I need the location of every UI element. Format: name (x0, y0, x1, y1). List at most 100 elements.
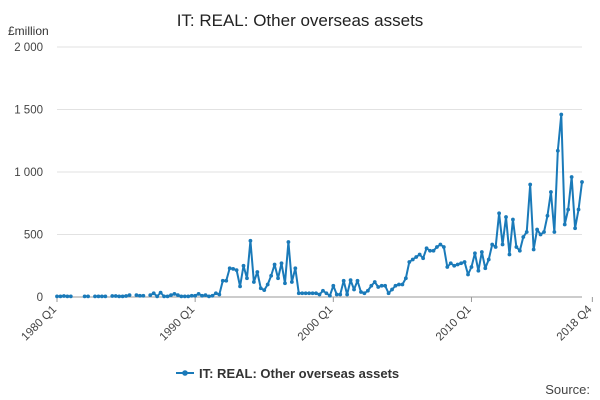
data-point (262, 288, 267, 293)
data-point (511, 217, 515, 222)
data-point (455, 262, 460, 267)
data-point (410, 257, 415, 262)
data-point (476, 268, 481, 273)
data-point (276, 276, 280, 281)
data-point (407, 260, 412, 264)
data-point (193, 293, 198, 298)
data-point (265, 282, 270, 287)
data-point (127, 293, 132, 298)
x-tick-label: 2000 Q1 (296, 304, 336, 344)
data-point (531, 247, 536, 252)
data-point (535, 227, 539, 232)
data-point (552, 230, 557, 234)
data-point (207, 294, 211, 299)
data-point (390, 287, 394, 292)
data-point (251, 280, 256, 284)
data-point (155, 294, 160, 299)
data-point (141, 293, 146, 298)
data-point (483, 266, 488, 271)
data-point (538, 232, 543, 237)
data-point (462, 260, 467, 264)
data-point (93, 294, 97, 299)
data-point (103, 294, 108, 299)
data-point (65, 294, 70, 299)
data-point (62, 294, 66, 298)
data-point (158, 290, 163, 295)
data-point (424, 246, 429, 251)
data-point (331, 283, 336, 288)
data-point (517, 248, 522, 253)
data-point (414, 255, 419, 259)
data-point (379, 283, 384, 288)
data-point (549, 190, 553, 194)
data-point (566, 207, 571, 212)
legend-marker (182, 370, 188, 376)
data-point (303, 291, 308, 296)
data-point (559, 112, 564, 117)
y-tick-label: 0 (37, 292, 43, 304)
y-tick-label: 1 000 (14, 167, 43, 179)
data-point (289, 280, 294, 284)
data-point (569, 175, 574, 179)
data-point (224, 278, 229, 283)
data-point (348, 278, 353, 283)
data-point (286, 240, 291, 244)
data-point (327, 293, 332, 298)
data-point (473, 251, 477, 256)
data-point (300, 291, 305, 296)
data-point (459, 261, 464, 266)
data-point (296, 291, 301, 296)
data-point (113, 294, 118, 298)
data-point (220, 278, 225, 283)
data-point (542, 230, 546, 234)
data-point (438, 242, 443, 247)
data-point (504, 215, 508, 219)
data-point (82, 294, 87, 299)
data-point (452, 263, 457, 268)
source-label: Source: (545, 382, 590, 397)
data-point (369, 283, 374, 288)
data-point (362, 291, 367, 296)
data-point (576, 207, 581, 212)
legend[interactable]: IT: REAL: Other overseas assets (176, 366, 399, 381)
data-point (231, 266, 236, 271)
data-point (324, 291, 329, 296)
data-point (203, 293, 208, 298)
data-point (341, 278, 346, 283)
data-point (245, 276, 249, 281)
data-point (210, 293, 215, 298)
data-point (466, 272, 470, 277)
data-point (417, 252, 422, 257)
data-point (279, 261, 284, 266)
y-tick-label: 1 500 (14, 105, 43, 117)
data-point (514, 245, 519, 249)
data-point (186, 294, 191, 299)
data-point (493, 245, 498, 249)
data-point (241, 263, 246, 268)
data-point (580, 180, 584, 184)
data-point (110, 294, 115, 298)
data-point (55, 294, 59, 299)
data-point (175, 293, 180, 298)
data-point (314, 291, 318, 296)
data-point (293, 266, 298, 271)
data-point (562, 222, 567, 227)
data-point (234, 268, 239, 273)
data-point (96, 294, 101, 299)
data-point (179, 294, 184, 299)
data-point (151, 291, 156, 296)
series-group (55, 112, 584, 299)
data-point (148, 293, 153, 298)
chart-title: IT: REAL: Other overseas assets (177, 11, 424, 30)
series-line (57, 113, 583, 298)
x-tick-label: 2010 Q1 (434, 304, 474, 344)
data-point (376, 285, 381, 289)
data-point (338, 292, 343, 297)
data-point (441, 245, 446, 249)
y-tick-label: 2 000 (14, 42, 43, 54)
data-point (521, 235, 526, 239)
data-point (172, 291, 177, 296)
data-point (372, 280, 377, 284)
data-point (469, 265, 474, 269)
